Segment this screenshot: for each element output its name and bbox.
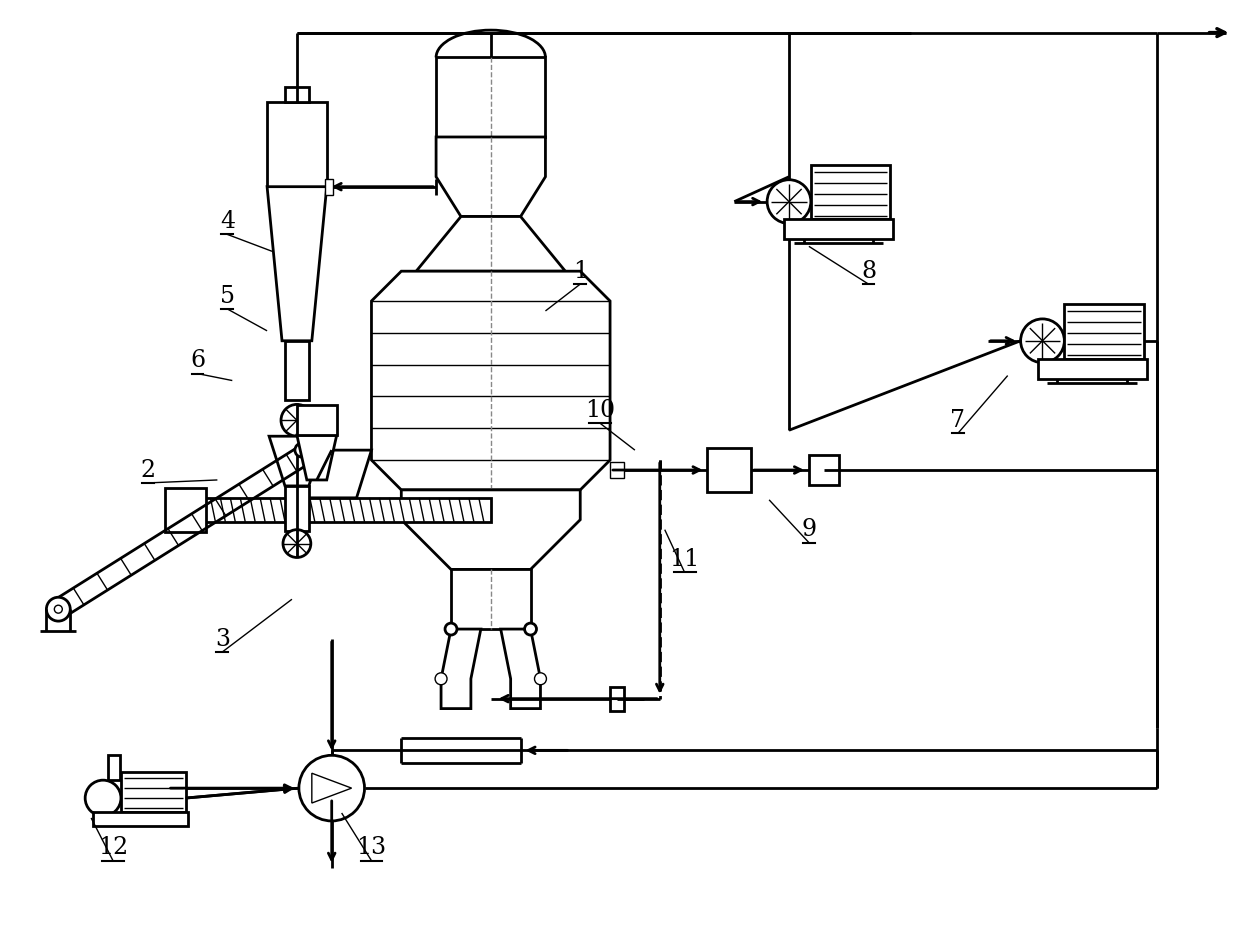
Circle shape: [768, 180, 811, 223]
Text: 11: 11: [670, 548, 699, 571]
Bar: [165, 488, 206, 532]
Circle shape: [445, 623, 458, 635]
Circle shape: [435, 672, 448, 685]
Circle shape: [308, 446, 316, 455]
Text: 9: 9: [801, 518, 816, 541]
Bar: [285, 486, 309, 531]
Bar: [122, 772, 186, 812]
Circle shape: [525, 623, 537, 635]
Circle shape: [304, 442, 320, 458]
Bar: [811, 165, 890, 220]
Polygon shape: [296, 436, 337, 480]
Bar: [202, 498, 491, 521]
Text: 3: 3: [215, 627, 229, 651]
Text: 6: 6: [190, 349, 205, 372]
Text: 7: 7: [951, 409, 966, 432]
Bar: [267, 102, 326, 187]
Bar: [808, 455, 838, 485]
Circle shape: [55, 605, 62, 613]
Polygon shape: [291, 450, 372, 498]
Text: 1: 1: [573, 259, 588, 283]
Circle shape: [295, 443, 309, 457]
Circle shape: [300, 438, 324, 462]
Polygon shape: [372, 272, 610, 490]
Text: 13: 13: [356, 836, 387, 859]
Circle shape: [534, 672, 547, 685]
Polygon shape: [501, 629, 541, 708]
Polygon shape: [417, 217, 565, 272]
Bar: [325, 179, 332, 194]
Bar: [784, 220, 893, 240]
Polygon shape: [436, 137, 546, 217]
Bar: [436, 58, 546, 137]
Polygon shape: [267, 187, 326, 340]
Bar: [108, 755, 120, 780]
Bar: [285, 340, 309, 401]
Bar: [167, 492, 202, 528]
Polygon shape: [269, 437, 325, 486]
Text: 12: 12: [98, 836, 128, 859]
Bar: [610, 687, 624, 711]
Text: 5: 5: [219, 285, 234, 307]
Bar: [1064, 304, 1143, 358]
Bar: [708, 448, 751, 492]
Bar: [1038, 358, 1147, 378]
Circle shape: [46, 597, 71, 621]
Circle shape: [86, 780, 122, 816]
Circle shape: [283, 530, 311, 557]
Text: 2: 2: [140, 458, 155, 482]
Polygon shape: [402, 490, 580, 570]
Text: 10: 10: [585, 399, 615, 422]
Polygon shape: [441, 629, 481, 708]
Text: 4: 4: [219, 210, 234, 233]
Circle shape: [299, 755, 365, 821]
Bar: [451, 570, 531, 629]
Bar: [93, 812, 187, 826]
Circle shape: [281, 405, 312, 437]
Polygon shape: [311, 773, 352, 803]
Bar: [296, 405, 337, 436]
Text: 8: 8: [861, 259, 877, 283]
Bar: [285, 88, 309, 102]
Bar: [610, 462, 624, 478]
Circle shape: [315, 443, 329, 457]
Circle shape: [1021, 319, 1064, 363]
